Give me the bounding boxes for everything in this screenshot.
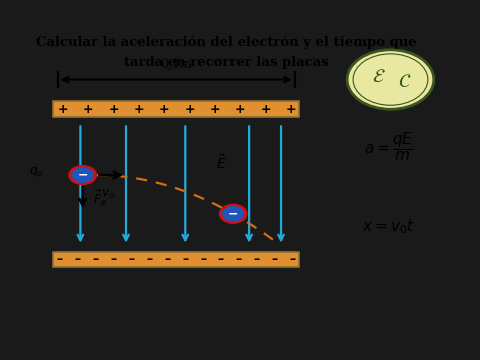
Text: –: – bbox=[75, 253, 81, 266]
Text: –: – bbox=[164, 253, 170, 266]
Text: $q_o$: $q_o$ bbox=[29, 165, 44, 179]
Text: $\vec{F}_e$: $\vec{F}_e$ bbox=[93, 189, 107, 208]
Text: –: – bbox=[182, 253, 188, 266]
Text: +: + bbox=[108, 103, 119, 116]
Text: –: – bbox=[289, 253, 296, 266]
Bar bbox=[53, 252, 300, 267]
Text: +: + bbox=[210, 103, 220, 116]
Text: –: – bbox=[128, 253, 134, 266]
Text: –: – bbox=[200, 253, 206, 266]
Text: +: + bbox=[184, 103, 195, 116]
Text: –: – bbox=[57, 253, 63, 266]
Text: tarda en recorrer las placas: tarda en recorrer las placas bbox=[124, 56, 329, 69]
Text: $\vec{E}$: $\vec{E}$ bbox=[216, 153, 227, 172]
Text: –: – bbox=[253, 253, 260, 266]
Text: –: – bbox=[272, 253, 277, 266]
Text: –: – bbox=[146, 253, 152, 266]
Text: $v_o$: $v_o$ bbox=[101, 188, 115, 201]
Text: $a = \dfrac{qE}{m}$: $a = \dfrac{qE}{m}$ bbox=[363, 130, 413, 163]
Text: –: – bbox=[93, 253, 99, 266]
Circle shape bbox=[72, 168, 93, 182]
Text: +: + bbox=[83, 103, 94, 116]
Text: 0,1m: 0,1m bbox=[160, 58, 192, 71]
Text: +: + bbox=[134, 103, 144, 116]
Text: $\mathcal{C}$: $\mathcal{C}$ bbox=[398, 73, 412, 91]
Text: −: − bbox=[77, 168, 88, 181]
Circle shape bbox=[223, 207, 244, 221]
Circle shape bbox=[347, 50, 434, 109]
Text: –: – bbox=[236, 253, 242, 266]
Text: –: – bbox=[218, 253, 224, 266]
Text: +: + bbox=[159, 103, 170, 116]
Text: +: + bbox=[58, 103, 68, 116]
Circle shape bbox=[69, 166, 96, 184]
Text: −: − bbox=[228, 207, 239, 220]
Text: –: – bbox=[110, 253, 117, 266]
Text: +: + bbox=[286, 103, 296, 116]
Circle shape bbox=[219, 204, 247, 223]
Text: Calcular la aceleración del electrón y el tiempo que: Calcular la aceleración del electrón y e… bbox=[36, 35, 417, 49]
Bar bbox=[53, 102, 300, 117]
Text: +: + bbox=[261, 103, 271, 116]
Text: $x = v_0 t$: $x = v_0 t$ bbox=[362, 217, 415, 236]
Text: +: + bbox=[235, 103, 246, 116]
Text: $\mathcal{E}$: $\mathcal{E}$ bbox=[372, 68, 386, 86]
